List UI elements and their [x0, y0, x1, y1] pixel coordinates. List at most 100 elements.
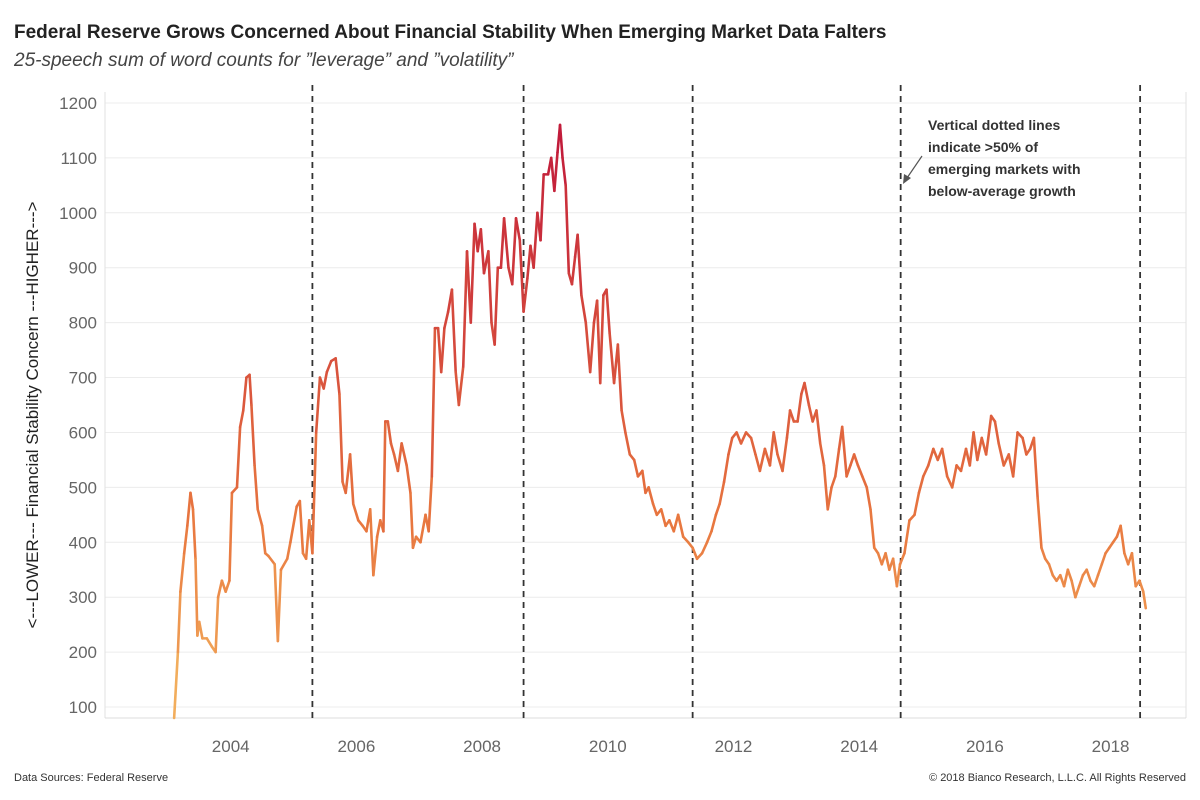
series-line-segment — [605, 288, 611, 335]
copyright-note: © 2018 Bianco Research, L.L.C. All Right… — [929, 772, 1186, 784]
series-line-segment — [405, 464, 412, 495]
series-line-segment — [228, 491, 234, 583]
series-line-segment — [267, 554, 276, 566]
series-line-segment — [647, 486, 655, 506]
series-line-segment — [1047, 562, 1055, 577]
series-line-segment — [997, 442, 1006, 467]
series-line-segment — [450, 288, 457, 374]
series-line-segment — [1077, 573, 1085, 588]
series-line-segment — [1032, 436, 1039, 500]
series-line-segment — [235, 425, 242, 489]
series-line-segment — [561, 156, 567, 187]
series-line-segment — [1141, 590, 1148, 610]
series-line-segment — [1092, 573, 1100, 588]
series-line-segment — [314, 376, 322, 434]
series-line-segment — [972, 431, 979, 462]
y-tick-label: 1000 — [59, 204, 97, 223]
series-line-segment — [518, 238, 525, 313]
series-line-segment — [1040, 546, 1047, 561]
series-line-segment — [461, 249, 469, 368]
series-line-segment — [439, 326, 446, 374]
series-line-segment — [984, 414, 993, 456]
series-line-segment — [197, 620, 204, 640]
series-line-segment — [216, 579, 224, 599]
series-line-segment — [553, 151, 559, 193]
x-tick-label: 2012 — [715, 737, 753, 756]
y-tick-label: 100 — [69, 698, 97, 717]
series-line-segment — [865, 486, 872, 511]
series-line-segment — [400, 442, 408, 467]
series-line-segment — [913, 491, 921, 517]
series-line-segment — [803, 381, 811, 407]
annotation-text: indicate >50% of — [928, 139, 1038, 155]
series-line-segment — [921, 464, 930, 478]
annotation-text: below-average growth — [928, 183, 1076, 199]
data-source-note: Data Sources: Federal Reserve — [14, 772, 169, 784]
series-line-segment — [250, 403, 256, 467]
series-line-segment — [932, 447, 940, 462]
series-line-segment — [348, 453, 355, 506]
series-line-segment — [479, 227, 486, 275]
series-line-segment — [514, 216, 522, 242]
series-line-segment — [532, 211, 539, 270]
series-line-segment — [289, 505, 298, 544]
series-line-segment — [1021, 436, 1028, 456]
series-line-segment — [788, 409, 796, 423]
series-line-segment — [248, 373, 253, 407]
y-tick-label: 500 — [69, 478, 97, 497]
series-line-segment — [895, 562, 902, 588]
series-line-segment — [1062, 568, 1070, 588]
series-line-segment — [884, 551, 891, 572]
series-line-segment — [396, 442, 403, 473]
series-line-segment — [1011, 431, 1019, 478]
series-line-segment — [781, 436, 789, 473]
series-line-segment — [241, 376, 248, 412]
series-line-segment — [564, 184, 571, 275]
series-line-segment — [570, 255, 577, 286]
series-line-segment — [754, 453, 762, 473]
series-line-segment — [279, 557, 289, 572]
series-line-segment — [727, 436, 734, 456]
series-line-segment — [172, 650, 180, 720]
x-tick-label: 2014 — [840, 737, 878, 756]
series-line-segment — [351, 502, 360, 522]
series-line-segment — [608, 332, 616, 385]
series-line-segment — [430, 326, 437, 478]
y-tick-label: 600 — [69, 423, 97, 442]
series-line-segment — [419, 513, 427, 544]
series-line-segment — [253, 464, 260, 511]
series-line-segment — [624, 431, 632, 456]
series-line-segment — [705, 529, 713, 544]
series-line-segment — [739, 431, 748, 445]
series-line-segment — [588, 321, 596, 374]
series-line-segment — [1074, 584, 1081, 599]
series-line-segment — [1070, 579, 1077, 599]
series-line-segment — [641, 469, 647, 495]
series-line-segment — [285, 540, 292, 561]
series-line-segment — [325, 359, 333, 374]
series-line-segment — [276, 568, 283, 643]
series-line-segment — [322, 370, 329, 390]
series-line-segment — [830, 475, 837, 489]
series-line-segment — [749, 436, 757, 456]
series-line-segment — [311, 431, 318, 555]
series-line-segment — [869, 508, 876, 550]
series-line-segment — [382, 420, 387, 533]
series-line-segment — [903, 519, 911, 555]
series-line-segment — [510, 216, 518, 286]
y-tick-label: 1100 — [60, 149, 97, 168]
series-line-segment — [796, 392, 803, 423]
series-line-segment — [372, 535, 379, 577]
series-line-segment — [1096, 562, 1104, 577]
chart-subtitle: 25-speech sum of word counts for ”levera… — [14, 50, 514, 71]
series-line-segment — [338, 392, 344, 484]
series-line-segment — [722, 453, 730, 484]
series-line-segment — [179, 551, 186, 594]
series-line-segment — [676, 513, 685, 539]
x-tick-label: 2004 — [212, 737, 250, 756]
y-tick-label: 900 — [69, 259, 97, 278]
y-tick-label: 800 — [69, 314, 97, 333]
series-line-segment — [993, 420, 1001, 445]
series-line-segment — [368, 508, 375, 577]
series-line-segment — [959, 447, 968, 473]
